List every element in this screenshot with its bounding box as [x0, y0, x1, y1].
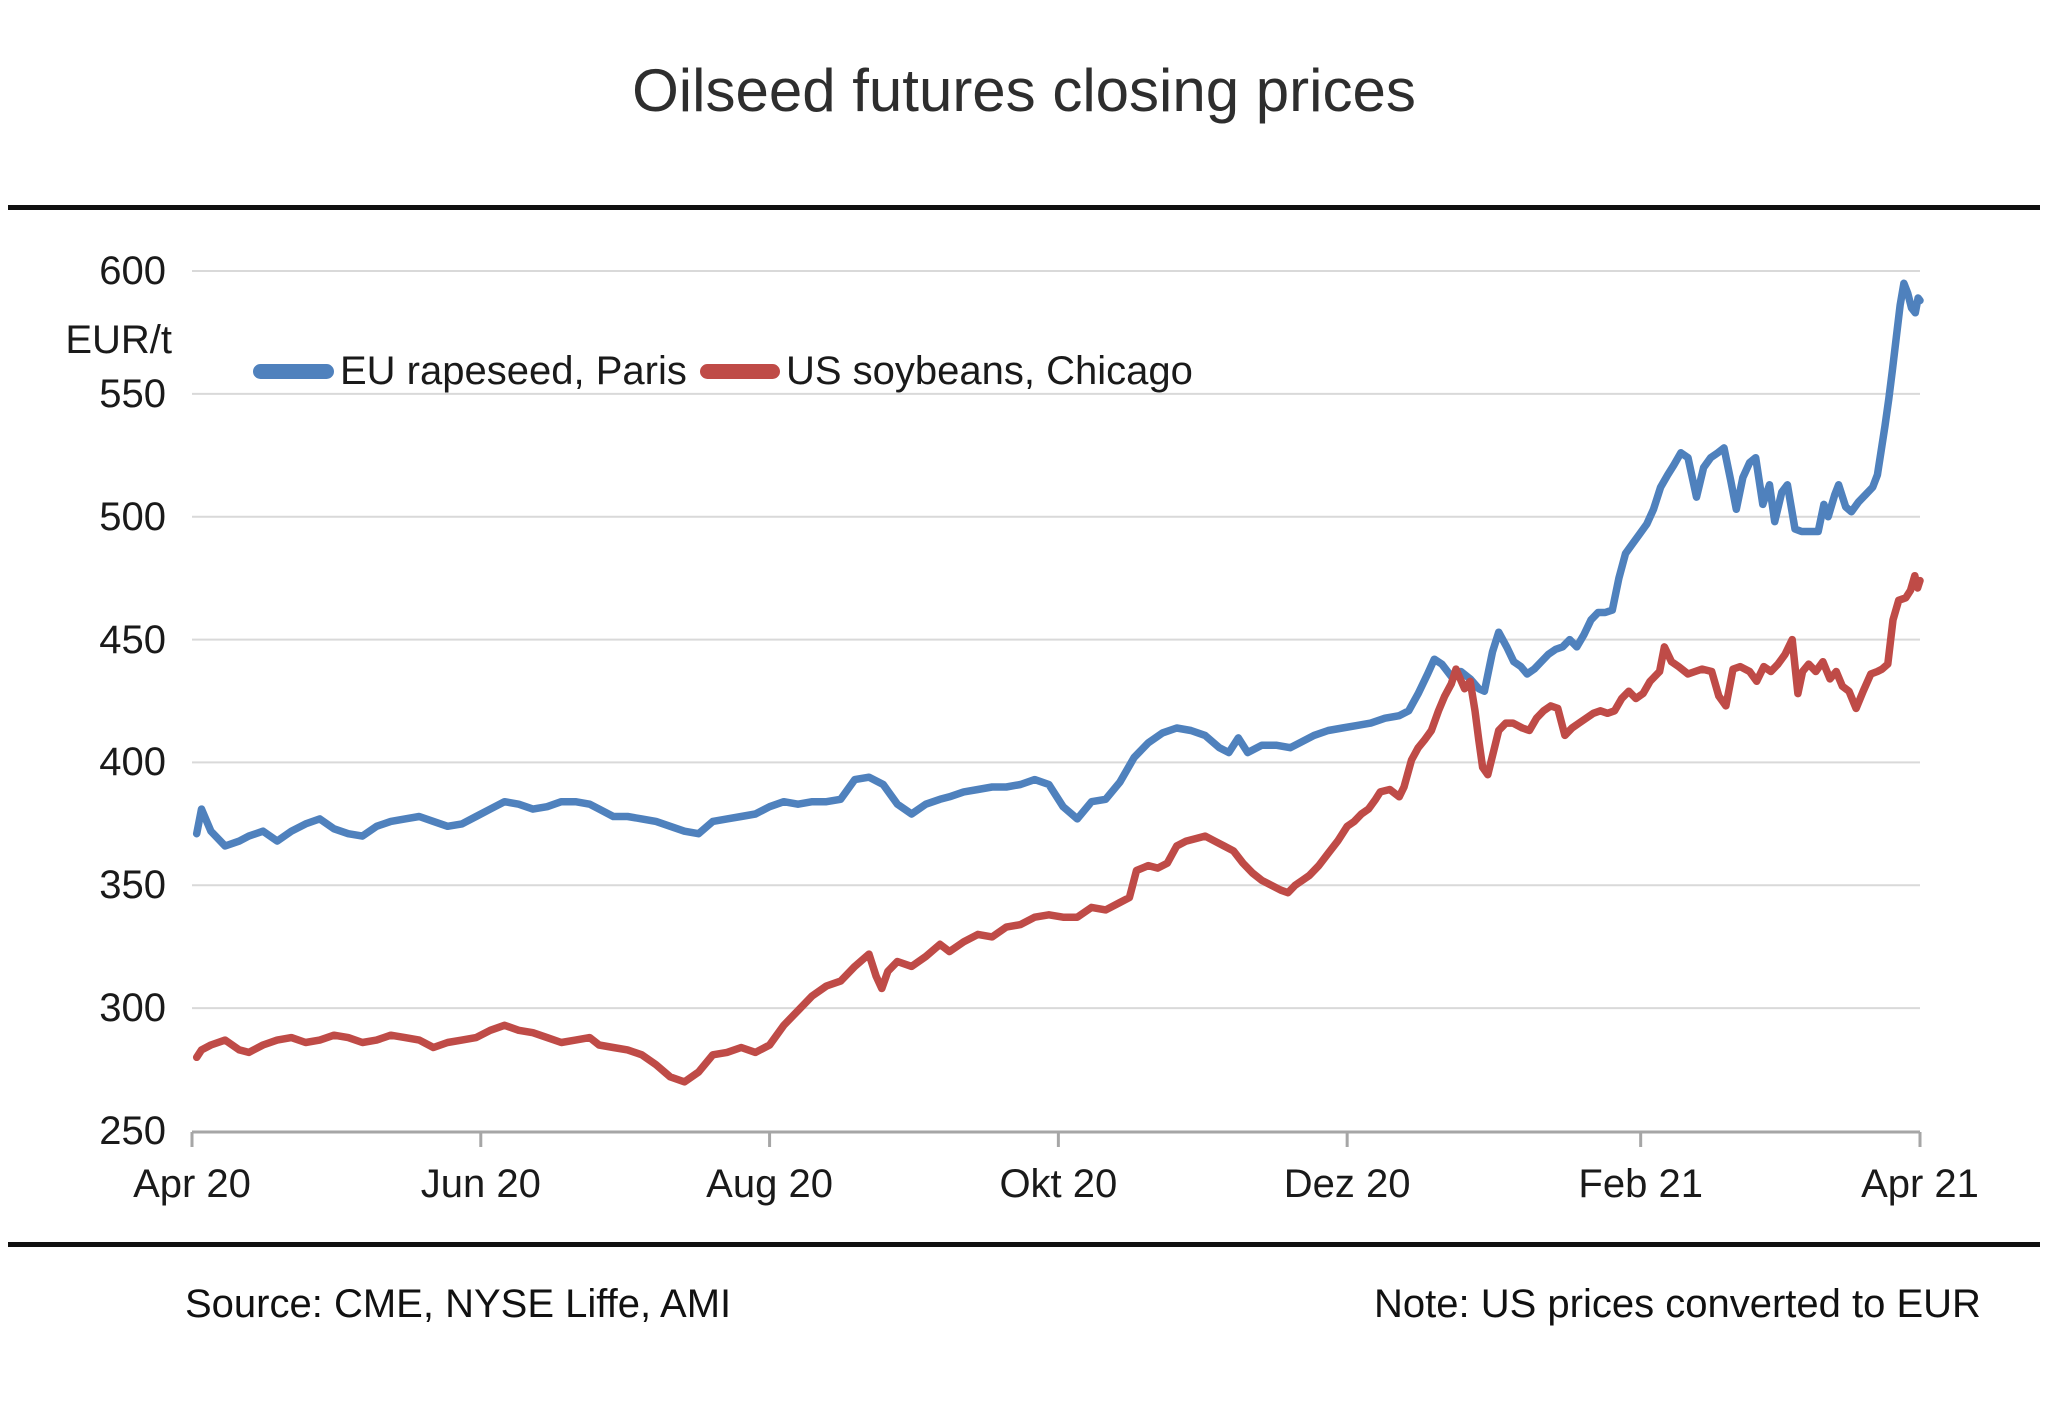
y-tick-label-400: 400 — [99, 740, 166, 785]
series-line-eu-rapeseed — [192, 279, 1924, 850]
note-text: Note: US prices converted to EUR — [1374, 1282, 1981, 1326]
bottom-divider — [8, 1242, 2040, 1247]
x-tick-label-Apr-21: Apr 21 — [1861, 1162, 1979, 1206]
top-divider — [8, 205, 2040, 210]
x-tick-label-Aug-20: Aug 20 — [706, 1162, 833, 1206]
y-tick-label-250: 250 — [99, 1109, 166, 1153]
legend-label-eu-rapeseed: EU rapeseed, Paris — [340, 349, 687, 393]
x-tick-label-Jun-20: Jun 20 — [420, 1162, 541, 1206]
legend-label-us-soybeans: US soybeans, Chicago — [786, 349, 1193, 393]
y-tick-label-600: 600 — [99, 249, 166, 293]
legend-swatch-us-soybeans — [700, 364, 780, 379]
y-tick-label-500: 500 — [99, 494, 166, 539]
x-tick-label-Apr-20: Apr 20 — [133, 1162, 251, 1206]
x-tick-label-Feb-21: Feb 21 — [1578, 1162, 1703, 1206]
x-tick-label-Dez-20: Dez 20 — [1283, 1162, 1411, 1206]
y-tick-label-550: 550 — [99, 371, 166, 416]
legend-swatch-eu-rapeseed — [253, 364, 334, 379]
y-tick-label-450: 450 — [99, 617, 166, 662]
y-axis-unit-label: EUR/t — [65, 318, 172, 362]
chart-title: Oilseed futures closing prices — [632, 57, 1416, 124]
x-tick-label-Okt-20: Okt 20 — [999, 1162, 1118, 1206]
y-tick-label-350: 350 — [99, 863, 166, 908]
source-text: Source: CME, NYSE Liffe, AMI — [185, 1282, 732, 1326]
y-tick-label-300: 300 — [99, 986, 166, 1031]
series-line-us-soybeans — [192, 571, 1924, 1086]
